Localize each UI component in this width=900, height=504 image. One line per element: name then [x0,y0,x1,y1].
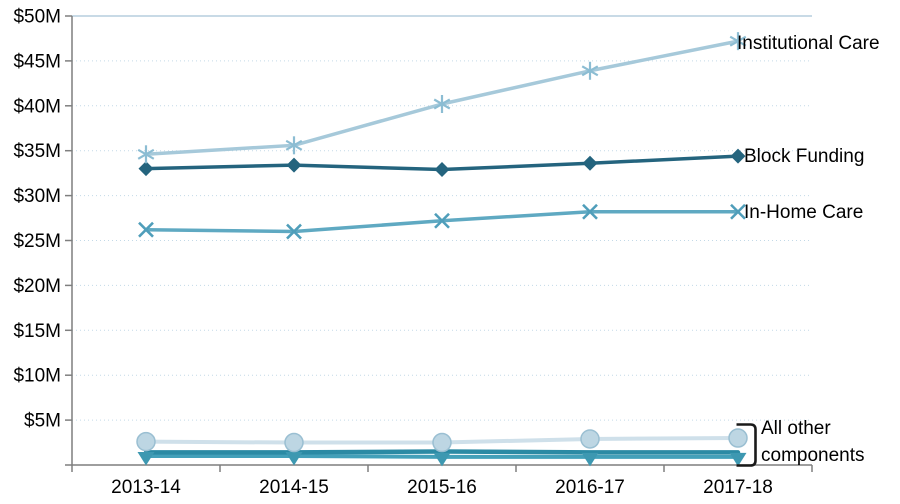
x-tick-label: 2016-17 [555,477,625,498]
y-tick-label: $20M [13,276,61,297]
series-marker-institutional-care [285,139,303,151]
x-tick-label: 2015-16 [407,477,477,498]
y-tick-label: $25M [13,231,61,252]
series-marker-in-home-care [582,203,598,220]
series-marker-triangle-down [581,452,599,467]
series-marker-institutional-care [581,65,599,77]
y-tick-label: $5M [24,411,61,432]
series-marker-circle [432,432,452,453]
series-marker-triangle-down [285,452,303,466]
y-tick-label: $35M [13,141,61,162]
series-marker-institutional-care [433,98,451,110]
series-marker-block-funding [730,148,746,164]
series-marker-in-home-care [138,221,154,238]
series-marker-block-funding [582,155,598,171]
series-marker-triangle-down [729,452,747,467]
series-marker-triangle-down [433,452,451,467]
y-tick-label: $30M [13,186,61,207]
series-marker-institutional-care [137,148,155,160]
series-marker-block-funding [138,161,154,177]
series-label-institutional-care: Institutional Care [737,33,880,54]
all-other-components-line2: components [761,445,865,466]
y-tick-label: $40M [13,96,61,117]
series-marker-circle [136,431,156,452]
series-marker-in-home-care [286,223,302,240]
all-other-components-bracket [736,423,757,467]
y-tick-label: $50M [13,7,61,28]
y-tick-label: $10M [13,366,61,387]
series-marker-circle [728,428,748,448]
all-other-components-line1: All other [761,418,831,439]
series-label-block-funding: Block Funding [744,146,865,167]
y-tick-label: $45M [13,51,61,72]
series-marker-circle [580,429,600,449]
series-label-all-other-components: All other components [761,415,865,469]
series-marker-block-funding [286,157,302,173]
x-tick-label: 2014-15 [259,477,329,498]
x-tick-label: 2017-18 [703,477,773,498]
series-marker-block-funding [434,162,450,178]
series-marker-institutional-care [729,35,747,47]
x-tick-label: 2013-14 [111,477,181,498]
series-label-in-home-care: In-Home Care [744,202,864,223]
y-tick-label: $15M [13,321,61,342]
series-marker-triangle-down [137,452,155,466]
series-marker-circle [284,432,304,453]
series-marker-in-home-care [730,203,746,220]
series-marker-in-home-care [434,212,450,229]
